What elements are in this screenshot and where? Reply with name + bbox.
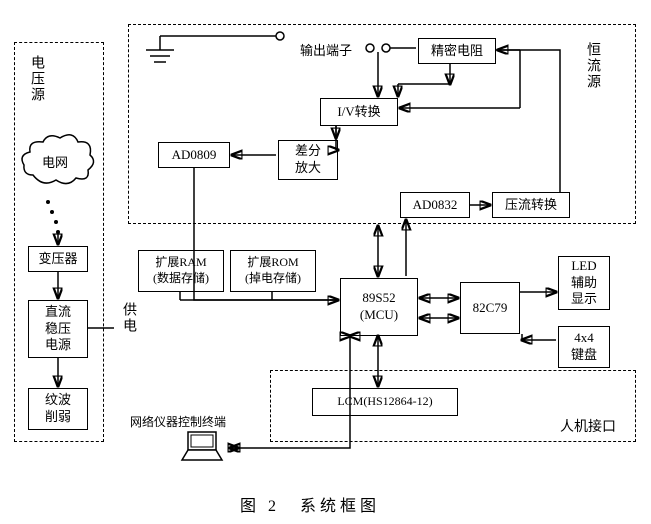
const-current-label: 恒流源 bbox=[580, 42, 604, 90]
transformer-box: 变压器 bbox=[28, 246, 88, 272]
supply-label: 供电 bbox=[116, 302, 140, 334]
mcu-box: 89S52 (MCU) bbox=[340, 278, 418, 336]
ram-box: 扩展RAM (数据存储) bbox=[138, 250, 224, 292]
ad0809-box: AD0809 bbox=[158, 142, 230, 168]
grid-cloud-label: 电网 bbox=[40, 152, 70, 171]
led-box: LED 辅助 显示 bbox=[558, 256, 610, 310]
vi-conv-box: 压流转换 bbox=[492, 192, 570, 218]
precision-res-box: 精密电阻 bbox=[418, 38, 496, 64]
dc-reg-box: 直流 稳压 电源 bbox=[28, 300, 88, 358]
voltage-source-label: 电压源 bbox=[24, 55, 48, 103]
net-terminal-label: 网络仪器控制终端 bbox=[128, 413, 228, 430]
c79-box: 82C79 bbox=[460, 282, 520, 334]
hmi-label: 人机接口 bbox=[558, 416, 618, 436]
iv-conv-box: I/V转换 bbox=[320, 98, 398, 126]
output-terminal-label: 输出端子 bbox=[298, 40, 354, 59]
ripple-box: 纹波 削弱 bbox=[28, 388, 88, 430]
diff-amp-box: 差分 放大 bbox=[278, 140, 338, 180]
lcm-box: LCM(HS12864-12) bbox=[312, 388, 458, 416]
ad0832-box: AD0832 bbox=[400, 192, 470, 218]
keypad-box: 4x4 键盘 bbox=[558, 326, 610, 368]
laptop-icon bbox=[178, 430, 228, 466]
figure-caption: 图 2 系统框图 bbox=[240, 492, 380, 516]
ground-icon bbox=[140, 36, 180, 76]
rom-box: 扩展ROM (掉电存储) bbox=[230, 250, 316, 292]
